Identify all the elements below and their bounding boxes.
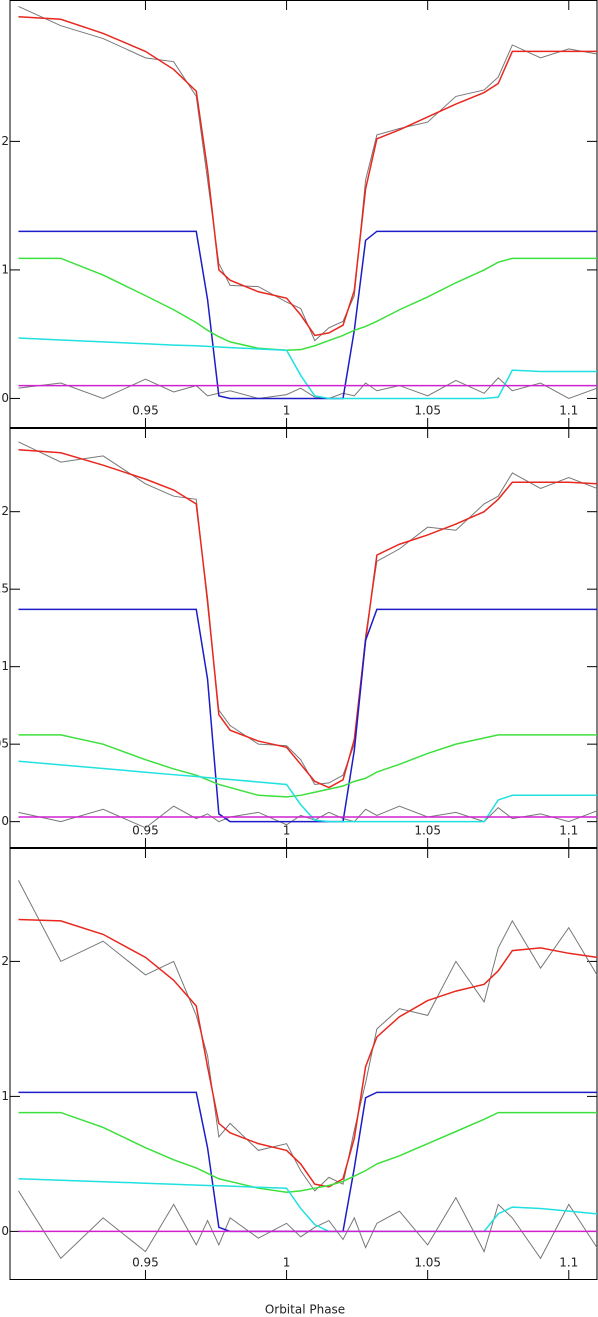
x-tick-label: 1 [283,824,291,838]
y-tick-label: 0.2 [0,954,9,968]
series-line [18,734,597,798]
y-tick-label: 0.1 [0,262,9,276]
x-tick-label: 1.1 [559,824,578,838]
x-tick-label: 1 [283,1256,291,1270]
series-line [18,805,598,829]
series-line [18,337,597,400]
plot-frame [9,428,598,848]
series-line [18,377,598,399]
y-tick-label: 0.1 [0,1089,9,1103]
series-line [18,441,598,785]
series-line [18,1111,597,1194]
series-line [18,448,598,789]
x-tick-label: 1.1 [559,1256,578,1270]
series-line [18,5,598,342]
x-tick-label: 0.95 [132,1256,159,1270]
series-line [18,1190,598,1260]
series-line [18,880,598,1192]
series-line [18,918,598,1188]
y-tick-label: 0 [1,1224,9,1238]
series-line [18,760,597,823]
x-tick-label: 1 [283,404,291,418]
x-tick-label: 1.05 [414,824,441,838]
y-tick-label: 0 [1,814,9,828]
x-tick-label: 1.1 [559,404,578,418]
x-tick-label: 0.95 [132,824,159,838]
x-tick-label: 1.05 [414,404,441,418]
plot-frame [9,0,598,428]
series-line [18,15,597,337]
series-line [18,257,597,351]
x-axis-label: Orbital Phase [265,1303,345,1317]
series-line [18,1178,598,1233]
y-tick-label: 0.2 [0,504,9,518]
y-tick-label: 0.2 [0,134,9,148]
y-tick-label: 0.1 [0,659,9,673]
series-line [18,608,597,823]
y-tick-label: 0 [1,391,9,405]
y-tick-label: 0.05 [0,737,9,751]
plot-frame [9,848,598,1280]
y-tick-label: 0.15 [0,582,9,596]
x-tick-label: 0.95 [132,404,159,418]
x-tick-label: 1.05 [414,1256,441,1270]
